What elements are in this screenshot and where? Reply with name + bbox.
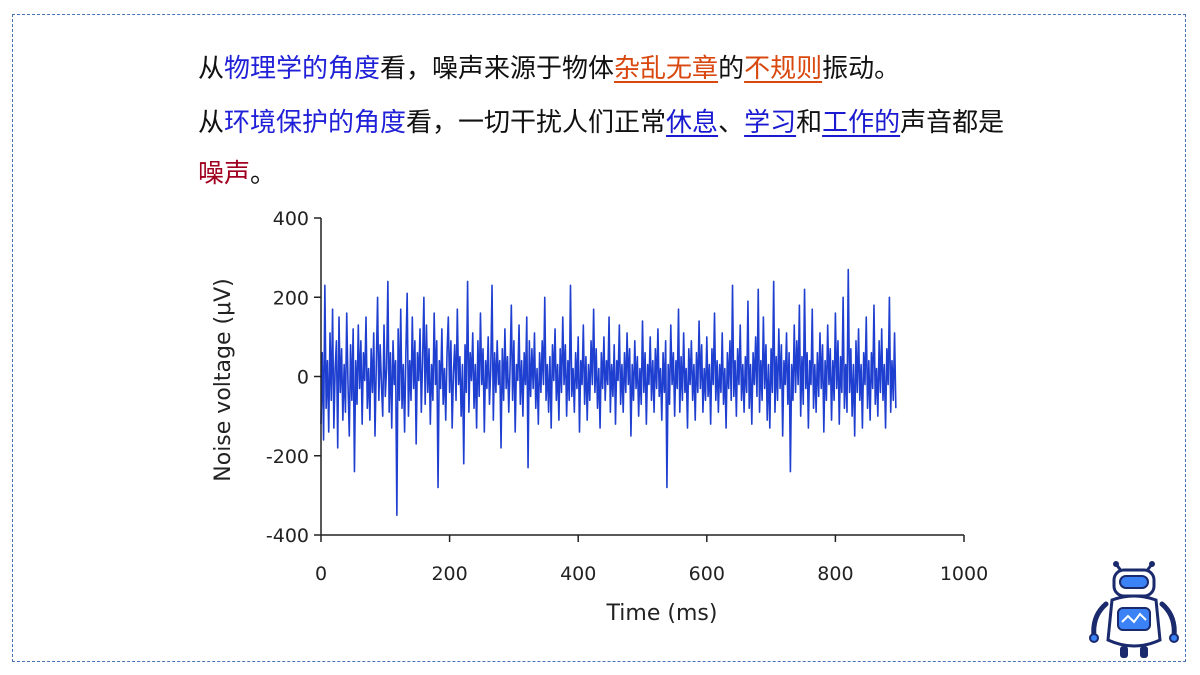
x-tick-label: 800 [817,563,853,585]
robot-mascot [1086,560,1182,664]
x-tick-label: 1000 [940,563,988,585]
y-tick-label: 400 [273,208,309,230]
y-axis-title: Noise voltage (μV) [211,278,236,481]
slide-text: 从物理学的角度看，噪声来源于物体杂乱无章的不规则振动。 从环境保护的角度看，一切… [198,44,1018,200]
link-work[interactable]: 工作的 [822,108,901,138]
text-segment: 。 [250,159,277,189]
x-tick-label: 600 [689,563,725,585]
text-segment: 、 [718,108,745,138]
y-tick-label: 200 [273,287,309,309]
y-tick-label: 0 [297,367,309,389]
text-segment: 振动。 [822,54,901,84]
robot-icon [1089,561,1179,658]
link-rest[interactable]: 休息 [666,108,719,138]
text-segment: 和 [796,108,823,138]
text-segment: 看，一切干扰人们正常 [406,108,667,138]
text-segment: 从 [198,108,225,138]
text-segment: 的 [718,54,745,84]
text-segment: 从 [198,54,225,84]
noise-term: 噪声 [198,159,251,189]
x-tick-label: 200 [431,563,467,585]
link-irregular[interactable]: 不规则 [744,54,823,84]
slide-frame [12,14,1186,662]
paragraph-environmental-definition: 从环境保护的角度看，一切干扰人们正常休息、学习和工作的声音都是噪声。 [198,98,1018,200]
text-segment: 看，噪声来源于物体 [380,54,615,84]
link-study[interactable]: 学习 [744,108,797,138]
link-chaotic[interactable]: 杂乱无章 [614,54,719,84]
y-tick-label: -200 [266,446,309,468]
paragraph-physics-definition: 从物理学的角度看，噪声来源于物体杂乱无章的不规则振动。 [198,44,1018,95]
physics-perspective-term: 物理学的角度 [224,54,381,84]
x-tick-label: 400 [560,563,596,585]
environmental-perspective-term: 环境保护的角度 [224,108,407,138]
x-tick-label: 0 [315,563,327,585]
noise-signal-line [320,268,897,516]
text-segment: 声音都是 [900,108,1005,138]
x-axis-title: Time (ms) [606,601,718,626]
y-tick-label: -400 [266,525,309,547]
